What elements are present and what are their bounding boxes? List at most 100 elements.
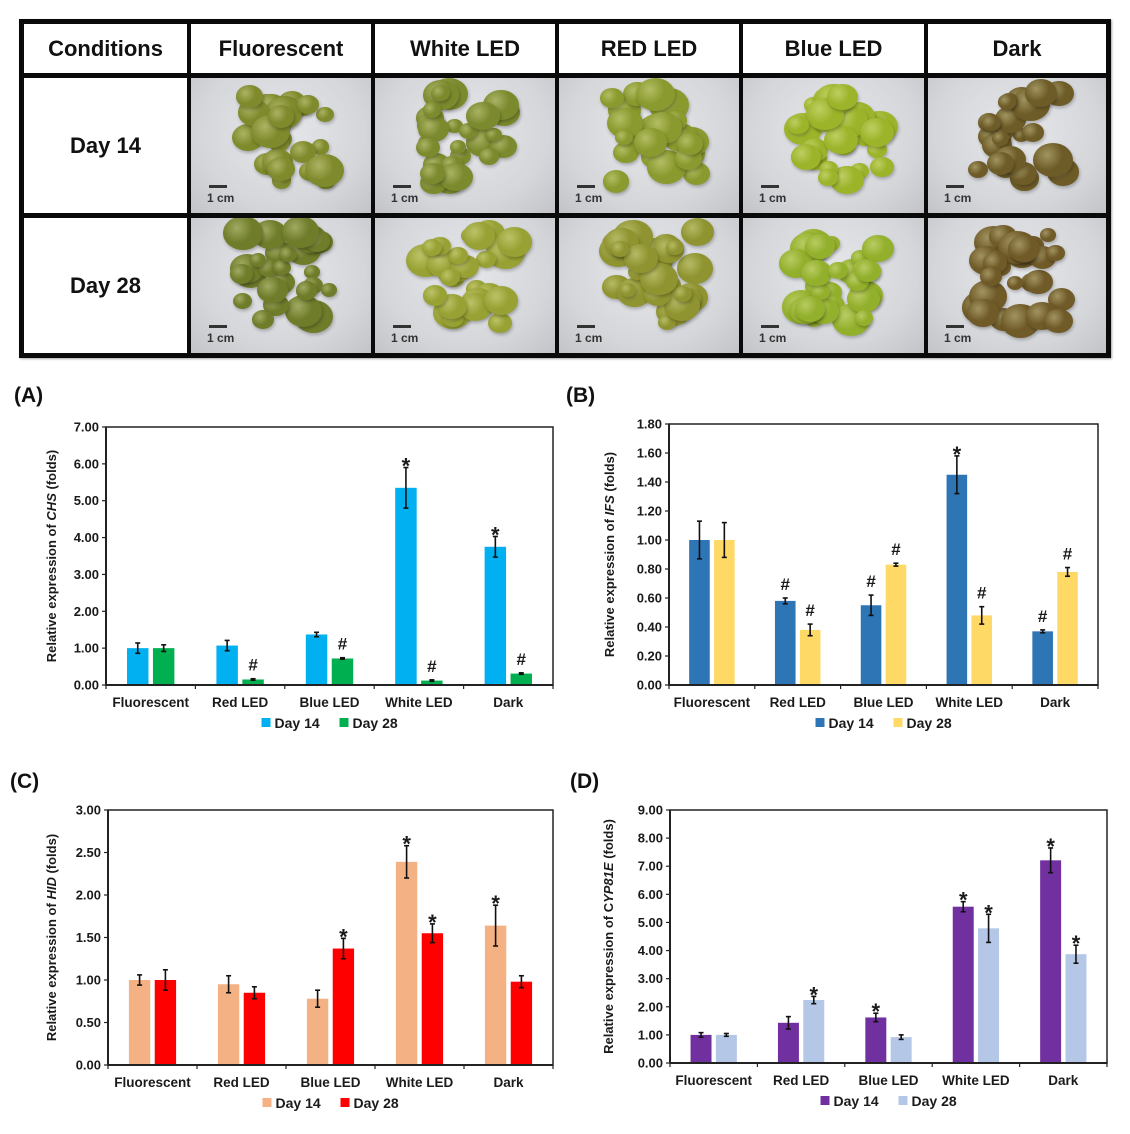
callus-blob: [818, 169, 838, 186]
significance-hash: #: [517, 650, 527, 669]
callus-photo: 1 cm: [743, 78, 924, 213]
scale-label: 1 cm: [207, 191, 235, 205]
bar-day-28: [510, 981, 533, 1065]
chart-c: * * * * 0.00 0.50 1.00 1.50 2.00 2.50 3.00 Fluoresc…: [44, 803, 554, 1111]
callus-blob: [440, 269, 461, 287]
callus-blob: [801, 259, 833, 286]
y-axis-label-prefix: Relative expression of: [44, 521, 59, 663]
scale-label: 1 cm: [759, 191, 787, 205]
y-tick-label: 0.00: [638, 1056, 663, 1071]
y-tick-label: 3.00: [74, 567, 99, 582]
bar-day-14: [865, 1017, 887, 1063]
bar-day-28: [421, 680, 443, 685]
callus-blob: [289, 140, 316, 163]
bar-day-14: [216, 645, 238, 685]
bar-day-14: [777, 1022, 799, 1063]
significance-asterisk: *: [491, 891, 500, 916]
y-axis-label-gene: IFS: [602, 495, 617, 516]
y-tick-label: 0.20: [637, 649, 662, 664]
callus-blob: [488, 312, 512, 333]
callus-blob: [1024, 79, 1057, 107]
callus-blob: [854, 309, 874, 326]
callus-blob: [466, 102, 500, 131]
x-tick-label: Red LED: [770, 695, 827, 710]
significance-asterisk: *: [872, 999, 881, 1024]
callus-photo: 1 cm: [559, 78, 739, 213]
callus-photo: 1 cm: [375, 78, 555, 213]
significance-asterisk: *: [491, 522, 500, 547]
callus-blob: [422, 102, 441, 118]
legend-label: Day 14: [829, 715, 874, 731]
y-tick-label: 1.00: [637, 533, 662, 548]
y-tick-label: 5.00: [74, 493, 99, 508]
column-header: Blue LED: [743, 24, 924, 73]
callus-blob: [790, 144, 821, 170]
callus-photo: 1 cm: [928, 218, 1106, 353]
callus-photo: 1 cm: [375, 218, 555, 353]
y-tick-label: 5.00: [638, 915, 663, 930]
panel-label-d: (D): [570, 770, 600, 793]
x-tick-label: Dark: [493, 695, 524, 710]
y-tick-label: 1.50: [76, 930, 101, 945]
callus-blob: [1048, 287, 1076, 312]
callus-blob: [869, 156, 895, 178]
chart-a: * * # # # #0.00 1.00 2.00 3.00 4.00 5.00 6.00 7.00 Fl…: [44, 420, 554, 731]
scale-bar: [393, 325, 411, 328]
callus-blob: [986, 152, 1014, 176]
significance-asterisk: *: [1072, 931, 1081, 956]
y-tick-label: 8.00: [638, 831, 663, 846]
y-axis-label-prefix: Relative expression of C: [601, 902, 616, 1054]
significance-hash: #: [338, 635, 348, 654]
callus-photo: 1 cm: [191, 218, 371, 353]
bar-day-14: [689, 540, 710, 685]
bar-day-28: [243, 992, 266, 1065]
x-tick-label: Fluorescent: [674, 695, 751, 710]
significance-asterisk: *: [339, 924, 348, 949]
callus-photo: 1 cm: [928, 78, 1106, 213]
significance-asterisk: *: [984, 900, 993, 925]
legend: Day 14 Day 28: [820, 1093, 957, 1109]
x-tick-label: Red LED: [213, 1075, 270, 1090]
panel-label-a: (A): [14, 384, 44, 407]
callus-blob: [827, 83, 858, 110]
scale-label: 1 cm: [207, 331, 235, 345]
x-tick-label: Blue LED: [858, 1073, 918, 1088]
significance-hash: #: [866, 572, 876, 591]
legend: Day 14 Day 28: [262, 1095, 399, 1111]
significance-hash: #: [977, 584, 987, 603]
x-tick-label: Red LED: [773, 1073, 830, 1088]
y-tick-label: 0.00: [74, 678, 99, 693]
significance-asterisk: *: [402, 454, 411, 479]
callus-blob: [430, 84, 450, 102]
callus-blob: [303, 265, 321, 280]
bar-day-28: [242, 679, 264, 685]
legend-label: Day 28: [912, 1093, 957, 1109]
x-tick-label: Dark: [1048, 1073, 1079, 1088]
callus-blob: [1044, 308, 1073, 333]
bar-day-28: [799, 629, 821, 685]
y-tick-label: 0.00: [76, 1058, 101, 1073]
y-tick-label: 1.40: [637, 475, 662, 490]
significance-hash: #: [805, 601, 815, 620]
bar-day-28: [978, 928, 1000, 1063]
legend-swatch: [340, 1098, 350, 1107]
scale-bar: [761, 325, 779, 328]
callus-blob: [1023, 269, 1053, 295]
scale-bar: [209, 185, 227, 188]
x-tick-label: White LED: [386, 1075, 454, 1090]
callus-blob: [267, 105, 295, 128]
callus-blob: [229, 264, 253, 284]
callus-blob: [1006, 275, 1024, 290]
bar-day-28: [510, 673, 532, 685]
y-tick-label: 6.00: [74, 456, 99, 471]
y-tick-label: 1.20: [637, 504, 662, 519]
y-axis-label-suffix: (folds): [602, 452, 617, 495]
scale-label: 1 cm: [944, 191, 972, 205]
column-header: Dark: [928, 24, 1106, 73]
legend-swatch: [820, 1096, 830, 1105]
bar-day-28: [421, 933, 444, 1065]
callus-blob: [810, 283, 831, 300]
y-tick-label: 1.00: [638, 1027, 663, 1042]
scale-bar: [761, 185, 779, 188]
callus-blob: [676, 133, 703, 156]
